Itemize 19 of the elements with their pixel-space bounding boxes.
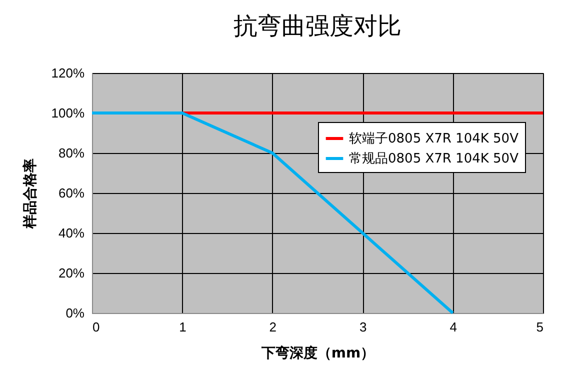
y-axis-title: 样品合格率 xyxy=(21,158,38,230)
legend-label: 软端子0805 X7R 104K 50V xyxy=(349,132,519,146)
x-tick-label: 4 xyxy=(450,320,457,334)
y-tick-label: 120% xyxy=(51,66,85,80)
y-tick-label: 80% xyxy=(58,146,85,160)
y-tick-label: 100% xyxy=(51,106,85,120)
chart-title: 抗弯曲强度对比 xyxy=(234,12,402,40)
x-tick-label: 3 xyxy=(359,320,367,334)
x-tick-label: 5 xyxy=(536,320,544,334)
y-tick-label: 40% xyxy=(58,226,85,240)
y-tick-label: 0% xyxy=(66,306,85,320)
x-tick-label: 1 xyxy=(179,320,186,334)
line-series xyxy=(90,112,454,314)
legend-label: 常规品0805 X7R 104K 50V xyxy=(349,152,519,166)
y-tick-label: 20% xyxy=(58,266,85,280)
x-tick-label: 0 xyxy=(92,320,100,334)
y-tick-label: 60% xyxy=(58,186,85,200)
x-tick-label: 2 xyxy=(269,320,277,334)
x-axis-title: 下弯深度（mm） xyxy=(260,344,375,362)
